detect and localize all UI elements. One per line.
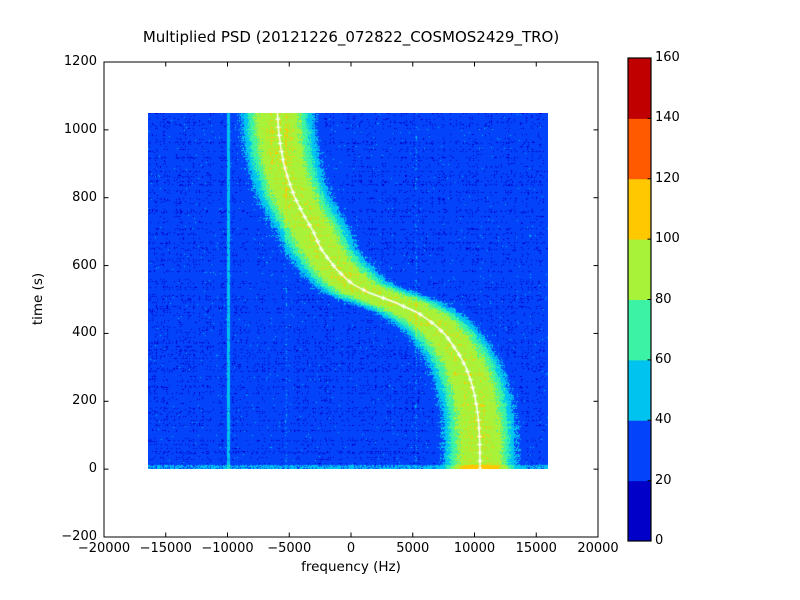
- colorbar-tick-label: 140: [655, 110, 680, 126]
- colorbar-tick-label: 80: [655, 291, 672, 307]
- y-tick-label: 1200: [63, 54, 97, 69]
- colorbar-tick-label: 160: [655, 50, 680, 65]
- x-tick-label: −15000: [139, 541, 192, 556]
- y-tick-label: 400: [72, 325, 97, 341]
- y-tick-label: −200: [61, 529, 97, 544]
- x-tick-label: −10000: [201, 541, 254, 556]
- colorbar-tick-label: 100: [655, 231, 680, 247]
- y-tick-label: 200: [72, 393, 97, 409]
- axes-box: [103, 61, 599, 538]
- x-tick-label: −20000: [77, 541, 131, 556]
- colorbar-tick-label: 60: [655, 351, 672, 367]
- y-axis-label: time (s): [30, 272, 46, 326]
- x-axis-label: frequency (Hz): [301, 559, 401, 575]
- colorbar: [627, 57, 652, 542]
- x-tick-label: −5000: [267, 541, 312, 556]
- colorbar-tick-label: 0: [655, 533, 664, 548]
- colorbar-tick-label: 20: [655, 472, 672, 488]
- x-tick-label: 5000: [396, 541, 430, 556]
- colorbar-tick-label: 120: [655, 170, 680, 186]
- x-tick-label: 20000: [577, 541, 619, 556]
- y-tick-label: 600: [72, 257, 97, 273]
- x-tick-label: 10000: [453, 541, 496, 556]
- axes-ticks: [103, 61, 599, 538]
- chart-title: Multiplied PSD (20121226_072822_COSMOS24…: [142, 28, 560, 46]
- y-tick-label: 1000: [63, 121, 97, 137]
- x-tick-label: 0: [346, 541, 356, 556]
- colorbar-tick-label: 40: [655, 412, 672, 428]
- x-tick-label: 15000: [515, 541, 557, 556]
- y-tick-label: 800: [72, 189, 97, 205]
- heatmap-image: [148, 113, 548, 469]
- y-tick-label: 0: [88, 461, 97, 477]
